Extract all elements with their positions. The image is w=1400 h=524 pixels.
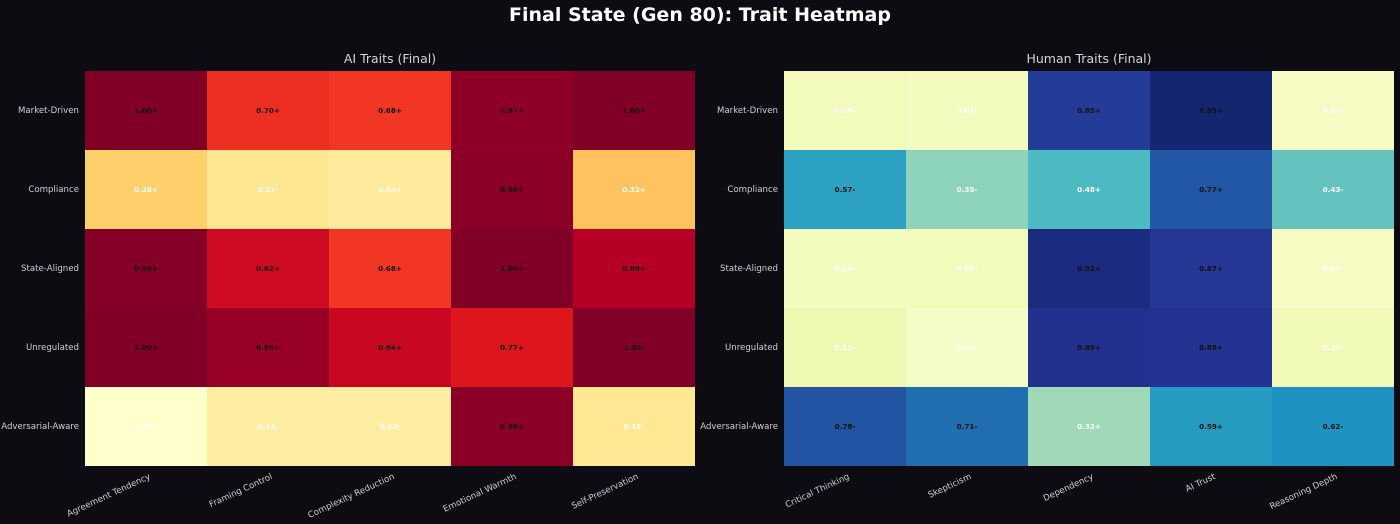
human-cell-market-driven-skepticism: 0.08-: [906, 71, 1028, 150]
ai-cell-unregulated-complexity-reduction: 0.84+: [329, 308, 451, 387]
ai-cell-adversarial-aware-agreement-tendency: 0.00-: [85, 387, 207, 466]
human-cell-adversarial-aware-reasoning-depth: 0.62-: [1272, 387, 1394, 466]
ai-heatmap-grid: 1.00+ 0.70+ 0.68+ 0.97+ 1.00+ 0.28+ 0.17- 0.14+…: [85, 71, 695, 466]
ai-cell-adversarial-aware-emotional-warmth: 0.98+: [451, 387, 573, 466]
human-cell-compliance-ai-trust: 0.77+: [1150, 150, 1272, 229]
ai-cell-state-aligned-self-preservation: 0.89+: [573, 229, 695, 308]
human-cell-compliance-dependency: 0.48+: [1028, 150, 1150, 229]
ai-cell-unregulated-emotional-warmth: 0.77+: [451, 308, 573, 387]
ai-cell-unregulated-self-preservation: 1.00-: [573, 308, 695, 387]
ai-cell-adversarial-aware-self-preservation: 0.16-: [573, 387, 695, 466]
ai-cell-market-driven-self-preservation: 1.00+: [573, 71, 695, 150]
human-cell-unregulated-dependency: 0.89+: [1028, 308, 1150, 387]
human-cell-market-driven-reasoning-depth: 0.07-: [1272, 71, 1394, 150]
human-row-label-unregulated: Unregulated: [724, 342, 778, 353]
ai-cell-compliance-self-preservation: 0.32+: [573, 150, 695, 229]
human-cell-state-aligned-ai-trust: 0.87+: [1150, 229, 1272, 308]
ai-col-label-self-preservation: Self-Preservation: [570, 472, 641, 512]
ai-col-label-framing-control: Framing Control: [207, 472, 275, 511]
human-cell-compliance-reasoning-depth: 0.43-: [1272, 150, 1394, 229]
ai-row-label-adversarial-aware: Adversarial-Aware: [1, 421, 79, 432]
ai-row-label-compliance: Compliance: [28, 184, 79, 195]
ai-cell-market-driven-complexity-reduction: 0.68+: [329, 71, 451, 150]
human-cell-state-aligned-critical-thinking: 0.08-: [784, 229, 906, 308]
human-row-label-market-driven: Market-Driven: [717, 105, 778, 116]
ai-col-label-complexity-reduction: Complexity Reduction: [306, 472, 397, 521]
human-cell-market-driven-dependency: 0.85+: [1028, 71, 1150, 150]
human-row-label-state-aligned: State-Aligned: [720, 263, 778, 274]
human-col-label-dependency: Dependency: [1041, 472, 1096, 504]
human-col-label-critical-thinking: Critical Thinking: [783, 472, 852, 511]
human-cell-state-aligned-skepticism: 0.09-: [906, 229, 1028, 308]
human-heatmap-grid: 0.09- 0.08- 0.85+ 0.95+ 0.07- 0.57- 0.35- 0.48+…: [784, 71, 1394, 466]
ai-cell-state-aligned-emotional-warmth: 1.00+: [451, 229, 573, 308]
ai-cell-state-aligned-framing-control: 0.82+: [207, 229, 329, 308]
human-cell-market-driven-ai-trust: 0.95+: [1150, 71, 1272, 150]
ai-cell-compliance-agreement-tendency: 0.28+: [85, 150, 207, 229]
human-cell-state-aligned-dependency: 0.92+: [1028, 229, 1150, 308]
ai-row-label-unregulated: Unregulated: [25, 342, 79, 353]
ai-cell-compliance-emotional-warmth: 0.98+: [451, 150, 573, 229]
ai-cell-adversarial-aware-complexity-reduction: 0.12-: [329, 387, 451, 466]
ai-col-label-emotional-warmth: Emotional Warmth: [441, 472, 519, 515]
ai-cell-unregulated-agreement-tendency: 1.00+: [85, 308, 207, 387]
ai-row-label-market-driven: Market-Driven: [18, 105, 79, 116]
human-col-label-reasoning-depth: Reasoning Depth: [1268, 472, 1340, 513]
ai-cell-compliance-framing-control: 0.17-: [207, 150, 329, 229]
ai-heatmap-title: AI Traits (Final): [343, 51, 437, 66]
human-cell-unregulated-ai-trust: 0.88+: [1150, 308, 1272, 387]
human-cell-unregulated-critical-thinking: 0.12-: [784, 308, 906, 387]
human-cell-unregulated-skepticism: 0.06-: [906, 308, 1028, 387]
human-cell-adversarial-aware-skepticism: 0.71-: [906, 387, 1028, 466]
human-heatmap-title: Human Traits (Final): [1026, 51, 1152, 66]
human-cell-compliance-critical-thinking: 0.57-: [784, 150, 906, 229]
ai-cell-state-aligned-agreement-tendency: 0.99+: [85, 229, 207, 308]
ai-col-label-agreement-tendency: Agreement Tendency: [65, 472, 153, 520]
ai-row-label-state-aligned: State-Aligned: [21, 263, 79, 274]
human-cell-adversarial-aware-critical-thinking: 0.78-: [784, 387, 906, 466]
ai-cell-market-driven-emotional-warmth: 0.97+: [451, 71, 573, 150]
human-cell-adversarial-aware-dependency: 0.32+: [1028, 387, 1150, 466]
human-cell-state-aligned-reasoning-depth: 0.07-: [1272, 229, 1394, 308]
ai-cell-compliance-complexity-reduction: 0.14+: [329, 150, 451, 229]
ai-cell-market-driven-framing-control: 0.70+: [207, 71, 329, 150]
human-cell-adversarial-aware-ai-trust: 0.59+: [1150, 387, 1272, 466]
human-cell-unregulated-reasoning-depth: 0.10-: [1272, 308, 1394, 387]
human-col-label-skepticism: Skepticism: [926, 472, 974, 501]
ai-cell-market-driven-agreement-tendency: 1.00+: [85, 71, 207, 150]
human-col-label-ai-trust: AI Trust: [1184, 472, 1218, 495]
figure-title: Final State (Gen 80): Trait Heatmap: [509, 4, 891, 26]
ai-cell-unregulated-framing-control: 0.95+: [207, 308, 329, 387]
human-cell-compliance-skepticism: 0.35-: [906, 150, 1028, 229]
human-row-label-adversarial-aware: Adversarial-Aware: [700, 421, 778, 432]
human-row-label-compliance: Compliance: [727, 184, 778, 195]
human-cell-market-driven-critical-thinking: 0.09-: [784, 71, 906, 150]
ai-cell-adversarial-aware-framing-control: 0.12-: [207, 387, 329, 466]
ai-cell-state-aligned-complexity-reduction: 0.68+: [329, 229, 451, 308]
